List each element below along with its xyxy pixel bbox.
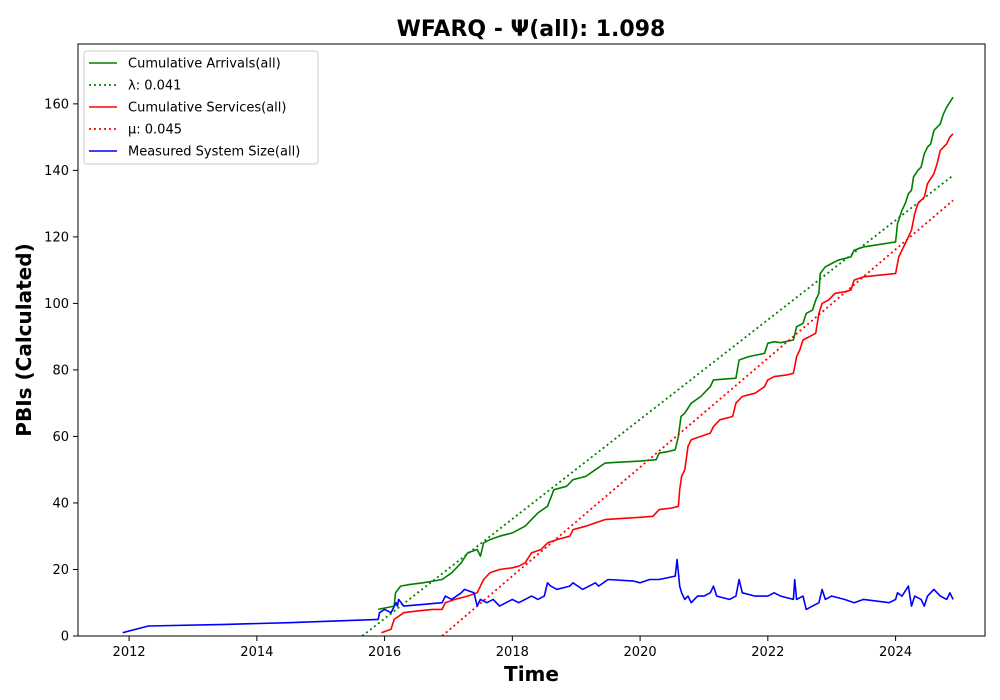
y-tick-label-5: 100 <box>44 297 69 312</box>
x-tick-label-4: 2020 <box>624 645 657 660</box>
chart-title: WFARQ - Ψ(all): 1.098 <box>397 17 666 42</box>
x-tick-label-2: 2016 <box>368 645 401 660</box>
y-tick-label-1: 20 <box>52 563 69 578</box>
plot-frame <box>77 43 986 637</box>
series-line-0 <box>378 96 954 611</box>
y-tick-label-7: 140 <box>44 164 69 179</box>
x-tick-label-5: 2022 <box>751 645 784 660</box>
ticks-layer: 2012 2014 2016 2018 2020 2022 2024 0 20 40 60 80 100… <box>44 97 912 660</box>
x-tick-label-0: 2012 <box>113 645 146 660</box>
y-tick-label-8: 160 <box>44 97 69 112</box>
y-tick-label-2: 40 <box>52 496 69 511</box>
series-line-1 <box>361 174 954 636</box>
y-axis-label: PBIs (Calculated) <box>12 243 36 436</box>
legend-label-4: Measured System Size(all) <box>128 145 300 160</box>
legend-label-0: Cumulative Arrivals(all) <box>128 57 281 72</box>
legend: Cumulative Arrivals(all) λ: 0.041 Cumulati… <box>83 50 319 165</box>
legend-box <box>83 50 319 165</box>
x-tick-label-3: 2018 <box>496 645 529 660</box>
legend-label-2: Cumulative Services(all) <box>128 101 286 116</box>
legend-label-3: μ: 0.045 <box>128 123 182 138</box>
x-tick-label-1: 2014 <box>240 645 273 660</box>
y-tick-label-4: 80 <box>52 363 69 378</box>
series-line-3 <box>441 199 954 636</box>
x-tick-label-6: 2024 <box>879 645 912 660</box>
y-tick-label-0: 0 <box>61 630 69 645</box>
series-line-2 <box>381 133 954 634</box>
legend-label-1: λ: 0.041 <box>128 79 181 94</box>
series-layer <box>122 96 954 636</box>
plot-area <box>122 96 954 636</box>
series-line-4 <box>122 558 954 634</box>
y-tick-label-6: 120 <box>44 230 69 245</box>
y-tick-label-3: 60 <box>52 430 69 445</box>
x-axis-label: Time <box>504 662 559 686</box>
